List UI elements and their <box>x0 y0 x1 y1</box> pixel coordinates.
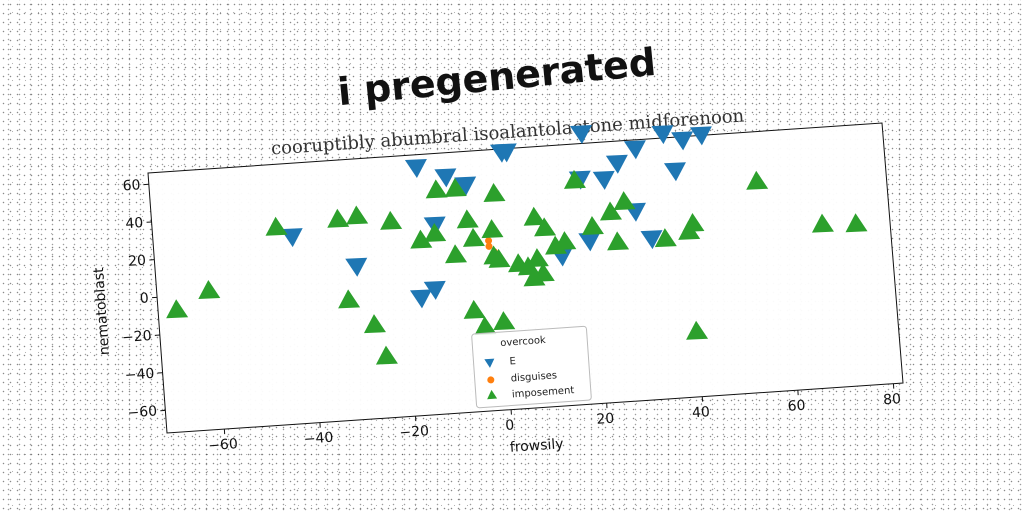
point-imposement <box>338 289 361 309</box>
point-imposement <box>607 231 630 251</box>
y-tick-label: 60 <box>122 177 141 194</box>
point-imposement <box>534 217 557 237</box>
legend-title: overcook <box>500 335 546 349</box>
point-e <box>623 140 646 160</box>
point-imposement <box>327 208 350 228</box>
y-tick-label: 40 <box>125 215 144 232</box>
point-e <box>345 257 368 277</box>
point-imposement <box>523 206 546 226</box>
x-tick-label: 40 <box>692 404 711 421</box>
point-e <box>592 170 615 190</box>
legend-label-E: E <box>509 356 516 367</box>
point-e <box>578 232 601 252</box>
point-disguises <box>485 242 493 250</box>
x-tick-label: 60 <box>787 398 806 415</box>
point-e <box>663 162 686 182</box>
point-e <box>640 230 663 250</box>
legend-label-disguises: disguises <box>510 370 557 384</box>
point-imposement <box>363 314 386 334</box>
data-marks <box>166 125 868 365</box>
x-tick-label: 80 <box>883 391 902 408</box>
point-e <box>689 126 712 146</box>
x-tick-label: −60 <box>208 436 239 454</box>
point-imposement <box>346 205 369 225</box>
x-tick-label: 20 <box>596 411 615 428</box>
point-e <box>671 131 694 151</box>
point-imposement <box>424 222 447 242</box>
point-imposement <box>481 219 504 239</box>
x-tick-label: −20 <box>399 423 430 441</box>
point-imposement <box>811 213 834 233</box>
point-e <box>434 168 457 188</box>
point-e <box>651 125 674 145</box>
legend-box <box>471 325 592 409</box>
point-imposement <box>526 248 549 268</box>
point-e <box>605 154 628 174</box>
point-imposement <box>845 213 868 233</box>
point-imposement <box>488 248 511 268</box>
point-imposement <box>493 311 516 331</box>
point-imposement <box>198 280 221 300</box>
point-imposement <box>166 299 189 319</box>
point-imposement <box>678 220 701 240</box>
point-imposement <box>613 191 636 211</box>
y-tick-label: −60 <box>127 403 158 421</box>
point-e <box>494 143 517 163</box>
point-imposement <box>445 244 468 264</box>
point-imposement <box>410 229 433 249</box>
point-imposement <box>554 231 577 251</box>
y-axis-label: nematoblast <box>91 266 113 355</box>
point-imposement <box>746 170 769 190</box>
y-tick-label: 20 <box>128 253 147 270</box>
point-e <box>569 125 592 145</box>
point-imposement <box>474 316 497 336</box>
point-imposement <box>599 201 622 221</box>
point-imposement <box>563 169 586 189</box>
point-imposement <box>462 227 485 247</box>
point-imposement <box>686 320 709 340</box>
chart-title: i pregenerated <box>336 40 658 114</box>
x-tick-label: −40 <box>303 430 334 448</box>
axis-ticks: −60 −40 −20 0 20 40 60 80 −60 −40 −20 0 20 40 60 <box>122 177 902 454</box>
plot-area <box>147 122 904 434</box>
legend-marker-E <box>484 358 495 368</box>
y-tick-label: −40 <box>124 366 155 384</box>
legend-label-imposement: imposement <box>512 385 575 400</box>
point-e <box>454 176 477 196</box>
point-imposement <box>483 182 506 202</box>
point-e <box>423 280 446 300</box>
y-tick-label: 0 <box>139 290 149 307</box>
point-imposement <box>532 262 555 282</box>
point-e <box>410 289 432 309</box>
point-imposement <box>444 178 467 198</box>
point-imposement <box>581 216 604 236</box>
point-imposement <box>463 299 486 319</box>
y-tick-label: −20 <box>122 328 153 346</box>
legend-marker-imposement <box>487 389 498 400</box>
legend: overcook E disguises imposement <box>471 325 592 409</box>
point-disguises <box>485 237 493 245</box>
x-axis-label: frowsily <box>509 436 564 456</box>
point-imposement <box>654 228 677 248</box>
point-imposement <box>425 179 448 199</box>
point-imposement <box>375 345 398 365</box>
point-e <box>404 159 427 179</box>
point-imposement <box>380 210 403 230</box>
legend-marker-disguises <box>487 376 495 384</box>
point-imposement <box>265 216 288 236</box>
x-tick-label: 0 <box>505 417 515 434</box>
point-imposement <box>456 209 479 229</box>
